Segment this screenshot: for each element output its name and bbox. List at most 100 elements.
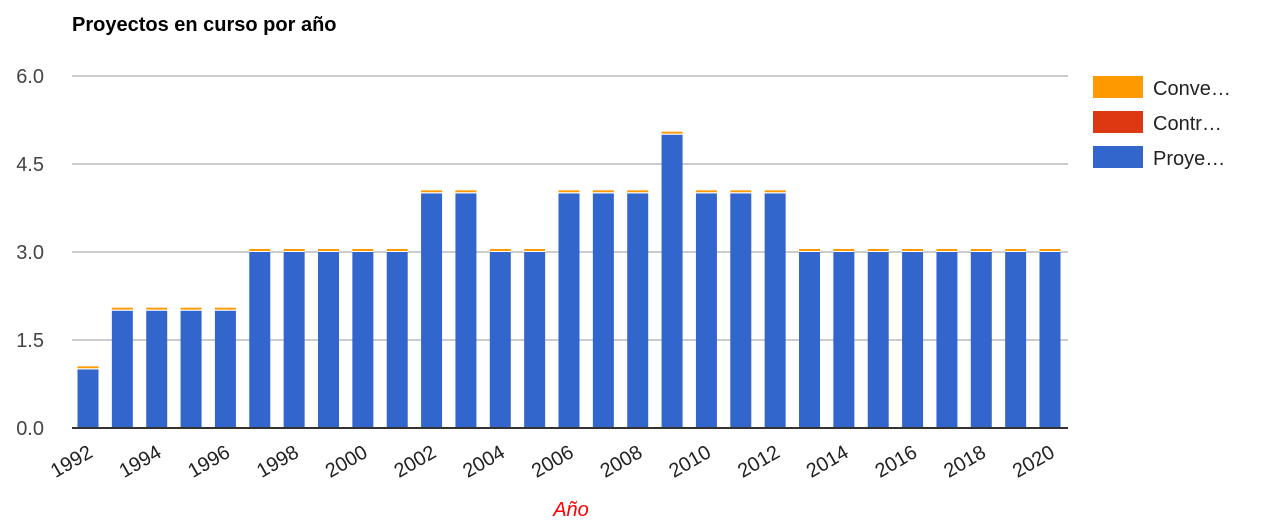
bar-top-2019 xyxy=(1005,249,1027,251)
x-tick-label: 2008 xyxy=(597,441,647,482)
bar-top-gap-2003 xyxy=(455,192,477,194)
bar-top-gap-2000 xyxy=(352,251,374,252)
bar-top-gap-2005 xyxy=(524,251,546,252)
y-tick-label: 0.0 xyxy=(16,418,44,440)
bar-2008 xyxy=(627,193,649,428)
bar-2000 xyxy=(352,252,374,428)
bar-1993 xyxy=(111,310,133,428)
bar-top-gap-2008 xyxy=(627,192,649,194)
bar-2003 xyxy=(455,193,477,428)
bar-2018 xyxy=(970,252,992,428)
bar-2015 xyxy=(867,252,889,428)
y-tick-label: 6.0 xyxy=(16,66,44,88)
bar-top-gap-2010 xyxy=(695,192,717,194)
bar-top-gap-1999 xyxy=(318,251,339,252)
bar-top-gap-2001 xyxy=(386,251,408,252)
bar-top-1998 xyxy=(283,249,305,251)
bar-top-1999 xyxy=(318,249,339,251)
bar-1992 xyxy=(77,369,99,428)
x-tick-label: 2006 xyxy=(528,441,578,482)
bar-top-gap-1995 xyxy=(180,309,202,311)
bar-top-gap-2006 xyxy=(558,192,580,194)
bar-top-gap-1997 xyxy=(249,251,271,252)
x-tick-label: 2014 xyxy=(803,441,853,482)
bar-2014 xyxy=(833,252,855,428)
bar-2017 xyxy=(936,252,958,428)
x-tick-label: 2010 xyxy=(665,441,715,482)
legend: Conve… Contr… Proye… xyxy=(1093,76,1231,170)
bar-2002 xyxy=(421,193,443,428)
x-axis-ticks: 1992 1994 1996 1998 2000 2002 2004 2006 2008 2010… xyxy=(47,441,1059,482)
bar-top-2008 xyxy=(627,190,649,193)
bar-2010 xyxy=(695,193,717,428)
bar-1999 xyxy=(318,252,339,428)
bars xyxy=(77,131,1061,428)
bar-top-2018 xyxy=(970,249,992,251)
y-axis-ticks: 0.0 1.5 3.0 4.5 6.0 xyxy=(16,66,44,440)
x-tick-label: 1994 xyxy=(116,441,166,482)
bar-2013 xyxy=(799,252,820,428)
bar-top-1997 xyxy=(249,249,271,251)
bar-top-1996 xyxy=(214,307,236,310)
x-tick-label: 2020 xyxy=(1009,441,1059,482)
bar-top-2004 xyxy=(489,249,511,251)
bar-top-gap-2009 xyxy=(661,133,683,135)
bar-top-2017 xyxy=(936,249,958,251)
bar-top-2014 xyxy=(833,249,855,251)
bar-2011 xyxy=(730,193,752,428)
bar-top-2005 xyxy=(524,249,546,251)
bar-top-gap-2014 xyxy=(833,251,855,252)
x-tick-label: 2002 xyxy=(391,441,441,482)
bar-top-2002 xyxy=(421,190,443,193)
bar-2004 xyxy=(489,252,511,428)
bar-1997 xyxy=(249,252,271,428)
bar-top-1992 xyxy=(77,366,99,369)
x-tick-label: 2016 xyxy=(872,441,922,482)
legend-swatch xyxy=(1093,111,1143,133)
legend-label: Contr… xyxy=(1153,113,1222,135)
bar-top-1993 xyxy=(111,307,133,310)
bar-1995 xyxy=(180,310,202,428)
bar-top-2009 xyxy=(661,131,683,134)
bar-top-2015 xyxy=(867,249,889,251)
bar-top-gap-1993 xyxy=(111,309,133,311)
bar-top-1994 xyxy=(146,307,168,310)
bar-top-gap-2012 xyxy=(764,192,786,194)
bar-2016 xyxy=(902,252,924,428)
bar-1996 xyxy=(214,310,236,428)
legend-label: Proye… xyxy=(1153,148,1225,170)
y-tick-label: 4.5 xyxy=(16,154,44,176)
bar-top-gap-1994 xyxy=(146,309,168,311)
bar-top-gap-2016 xyxy=(902,251,924,252)
bar-top-gap-2013 xyxy=(799,251,820,252)
bar-top-gap-1992 xyxy=(77,368,99,370)
bar-top-2003 xyxy=(455,190,477,193)
bar-top-2020 xyxy=(1039,249,1061,251)
x-tick-label: 2018 xyxy=(940,441,990,482)
bar-top-gap-1998 xyxy=(283,251,305,252)
bar-2007 xyxy=(592,193,614,428)
bar-top-gap-2019 xyxy=(1005,251,1027,252)
bar-top-2000 xyxy=(352,249,374,251)
bar-top-gap-2004 xyxy=(489,251,511,252)
bar-top-2011 xyxy=(730,190,752,193)
bar-top-gap-2018 xyxy=(970,251,992,252)
bar-top-2012 xyxy=(764,190,786,193)
bar-2006 xyxy=(558,193,580,428)
bar-2019 xyxy=(1005,252,1027,428)
chart-title: Proyectos en curso por año xyxy=(72,14,337,36)
x-tick-label: 2004 xyxy=(459,441,509,482)
bar-2012 xyxy=(764,193,786,428)
x-tick-label: 2000 xyxy=(322,441,372,482)
y-tick-label: 3.0 xyxy=(16,242,44,264)
bar-top-gap-2011 xyxy=(730,192,752,194)
bar-top-1995 xyxy=(180,307,202,310)
bar-2005 xyxy=(524,252,546,428)
bar-top-gap-2015 xyxy=(867,251,889,252)
bar-2001 xyxy=(386,252,408,428)
bar-top-gap-1996 xyxy=(214,309,236,311)
legend-swatch xyxy=(1093,146,1143,168)
bar-top-gap-2017 xyxy=(936,251,958,252)
bar-top-2016 xyxy=(902,249,924,251)
